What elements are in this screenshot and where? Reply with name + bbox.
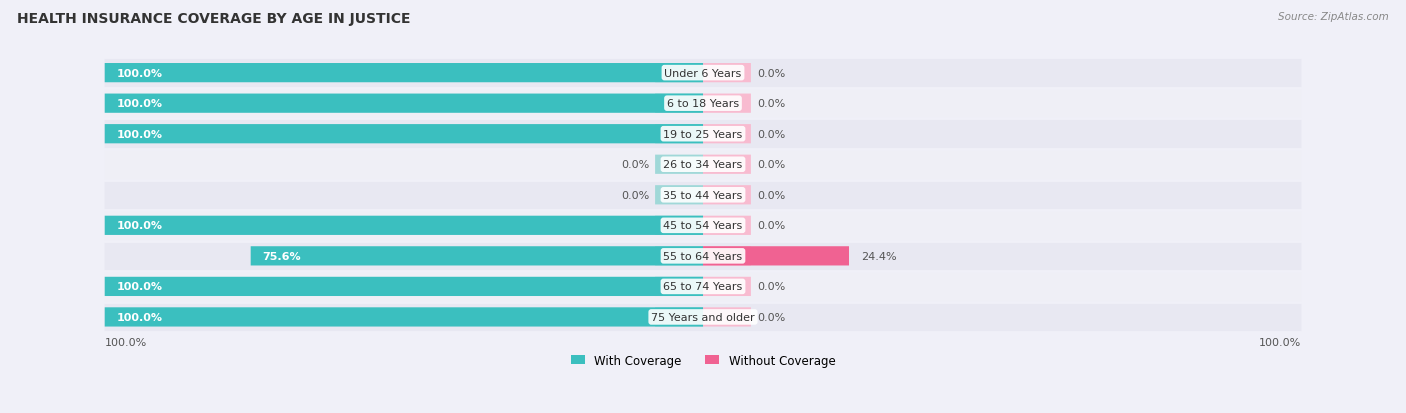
Text: 0.0%: 0.0% [756,160,785,170]
FancyBboxPatch shape [655,186,703,205]
Text: 26 to 34 Years: 26 to 34 Years [664,160,742,170]
FancyBboxPatch shape [104,216,703,235]
Text: 100.0%: 100.0% [117,282,163,292]
FancyBboxPatch shape [703,277,751,296]
FancyBboxPatch shape [104,94,703,114]
Text: 0.0%: 0.0% [756,312,785,322]
Text: 0.0%: 0.0% [621,160,650,170]
Text: 75 Years and older: 75 Years and older [651,312,755,322]
Legend: With Coverage, Without Coverage: With Coverage, Without Coverage [565,349,841,371]
Text: HEALTH INSURANCE COVERAGE BY AGE IN JUSTICE: HEALTH INSURANCE COVERAGE BY AGE IN JUST… [17,12,411,26]
FancyBboxPatch shape [703,216,751,235]
Text: 6 to 18 Years: 6 to 18 Years [666,99,740,109]
FancyBboxPatch shape [655,216,703,235]
FancyBboxPatch shape [655,64,703,83]
FancyBboxPatch shape [104,64,703,83]
Text: 75.6%: 75.6% [263,251,301,261]
FancyBboxPatch shape [655,125,703,144]
FancyBboxPatch shape [703,247,849,266]
FancyBboxPatch shape [655,94,703,114]
FancyBboxPatch shape [104,125,703,144]
Text: 24.4%: 24.4% [860,251,897,261]
FancyBboxPatch shape [104,301,1302,333]
FancyBboxPatch shape [104,88,1302,119]
FancyBboxPatch shape [104,308,703,327]
Text: 19 to 25 Years: 19 to 25 Years [664,129,742,139]
FancyBboxPatch shape [703,155,751,174]
Text: Source: ZipAtlas.com: Source: ZipAtlas.com [1278,12,1389,22]
FancyBboxPatch shape [703,94,751,114]
FancyBboxPatch shape [703,125,751,144]
FancyBboxPatch shape [104,150,1302,180]
FancyBboxPatch shape [655,247,703,266]
FancyBboxPatch shape [655,277,703,296]
Text: 0.0%: 0.0% [756,190,785,200]
FancyBboxPatch shape [250,247,703,266]
FancyBboxPatch shape [104,180,1302,211]
FancyBboxPatch shape [104,119,1302,150]
FancyBboxPatch shape [703,64,751,83]
Text: 100.0%: 100.0% [117,221,163,231]
Text: 100.0%: 100.0% [117,69,163,78]
FancyBboxPatch shape [703,308,751,327]
Text: 0.0%: 0.0% [621,190,650,200]
FancyBboxPatch shape [655,308,703,327]
Text: 100.0%: 100.0% [104,337,148,347]
Text: 100.0%: 100.0% [117,312,163,322]
Text: 0.0%: 0.0% [756,99,785,109]
Text: 65 to 74 Years: 65 to 74 Years [664,282,742,292]
FancyBboxPatch shape [104,241,1302,272]
Text: 55 to 64 Years: 55 to 64 Years [664,251,742,261]
Text: 35 to 44 Years: 35 to 44 Years [664,190,742,200]
Text: 45 to 54 Years: 45 to 54 Years [664,221,742,231]
FancyBboxPatch shape [104,271,1302,302]
FancyBboxPatch shape [104,210,1302,241]
Text: 0.0%: 0.0% [756,282,785,292]
Text: 100.0%: 100.0% [117,129,163,139]
Text: 0.0%: 0.0% [756,129,785,139]
FancyBboxPatch shape [104,277,703,296]
Text: 0.0%: 0.0% [756,221,785,231]
FancyBboxPatch shape [655,155,703,174]
Text: 100.0%: 100.0% [117,99,163,109]
Text: 100.0%: 100.0% [1258,337,1302,347]
Text: Under 6 Years: Under 6 Years [665,69,741,78]
FancyBboxPatch shape [703,247,751,266]
FancyBboxPatch shape [104,58,1302,89]
Text: 0.0%: 0.0% [756,69,785,78]
FancyBboxPatch shape [703,186,751,205]
